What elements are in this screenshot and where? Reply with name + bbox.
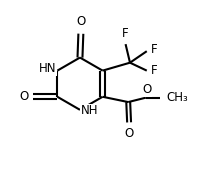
Text: HN: HN xyxy=(39,62,57,75)
Text: CH₃: CH₃ xyxy=(166,91,188,104)
Text: NH: NH xyxy=(81,104,98,117)
Text: O: O xyxy=(76,15,86,28)
Text: F: F xyxy=(122,27,129,40)
Text: O: O xyxy=(19,90,28,103)
Text: O: O xyxy=(142,83,151,96)
Text: O: O xyxy=(125,127,134,140)
Text: F: F xyxy=(151,64,158,77)
Text: F: F xyxy=(151,43,158,56)
